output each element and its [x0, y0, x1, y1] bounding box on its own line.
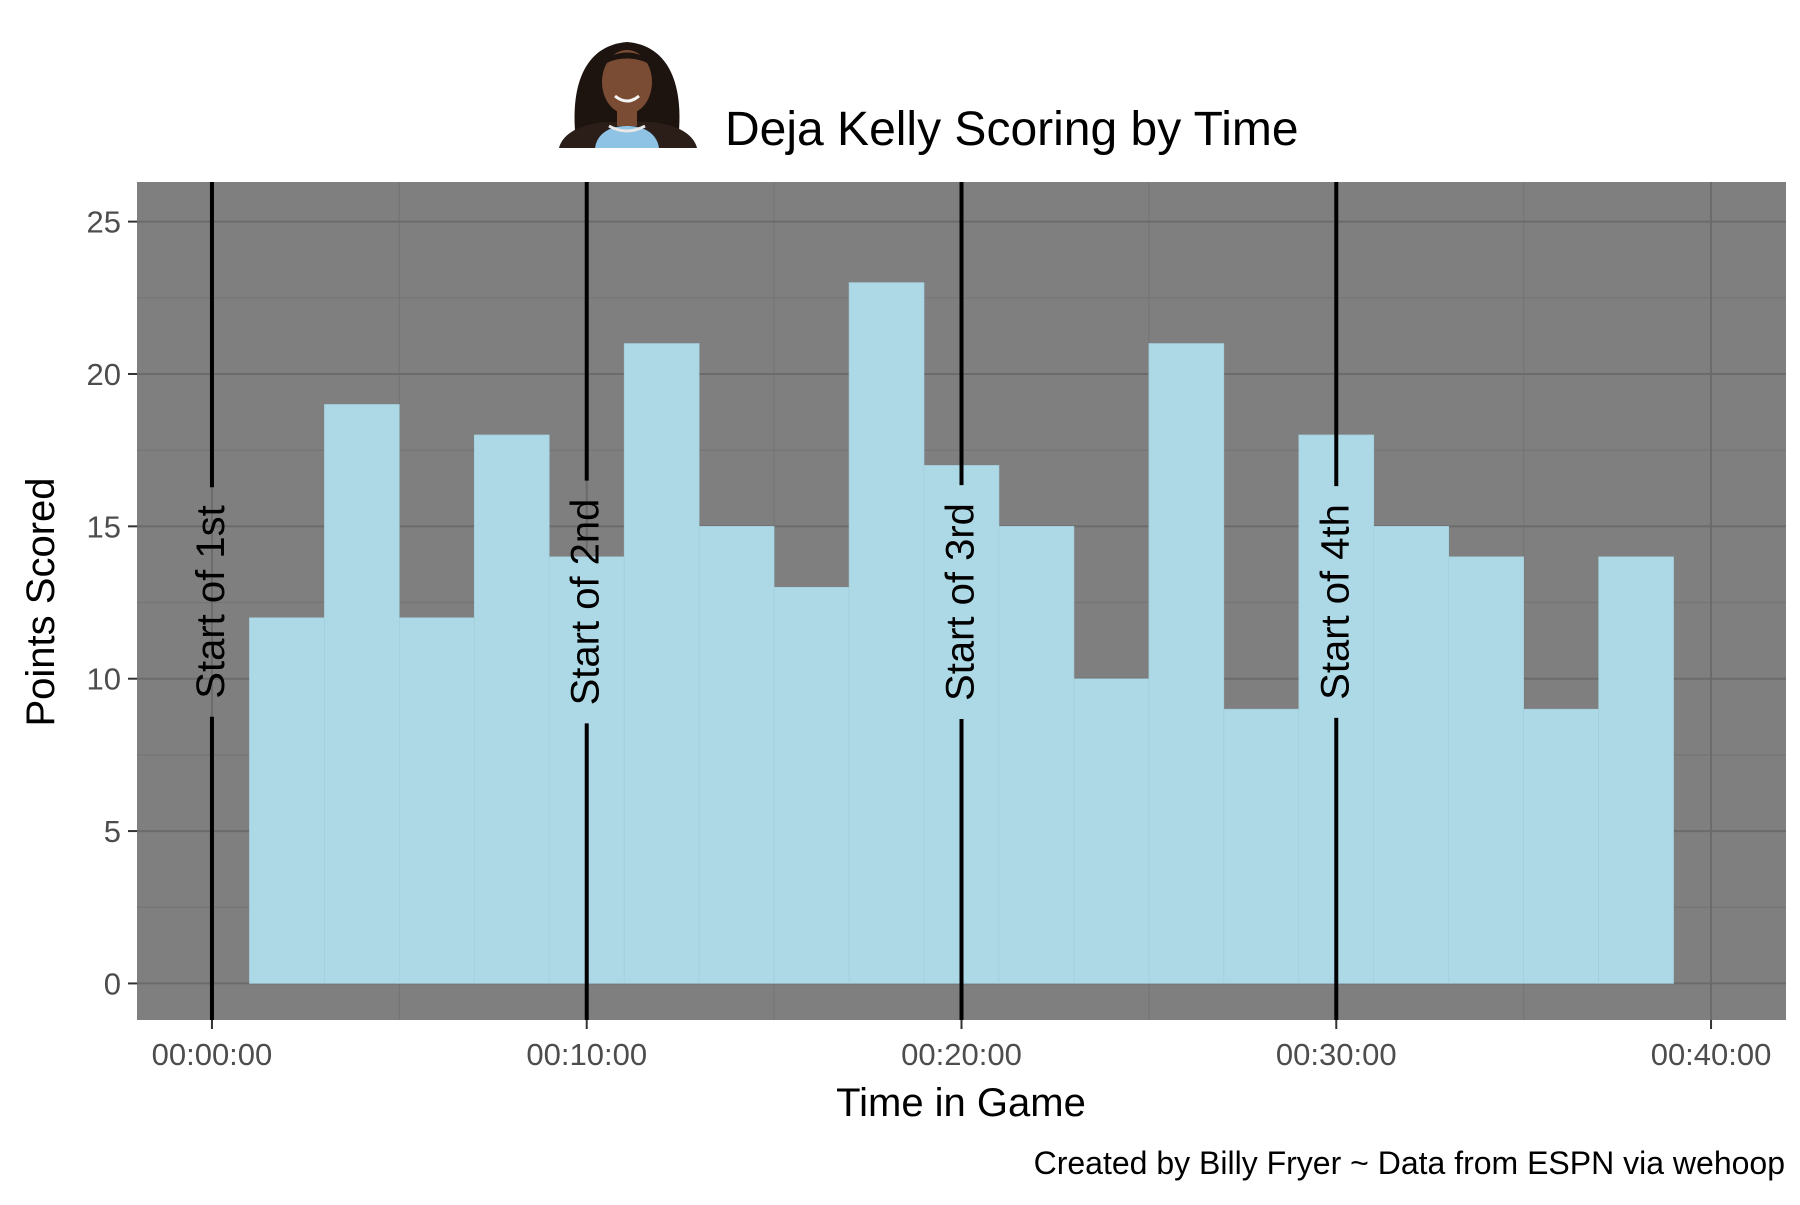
x-tick-label: 00:20:00 [901, 1037, 1022, 1072]
histogram-bar [623, 343, 700, 984]
x-tick-label: 00:40:00 [1651, 1037, 1772, 1072]
chart-caption: Created by Billy Fryer ~ Data from ESPN … [1034, 1145, 1785, 1181]
histogram-bars [249, 282, 1674, 984]
histogram-bar [1598, 556, 1674, 984]
y-axis: 0 5 10 15 20 25 [87, 205, 137, 1001]
histogram-bar [473, 434, 550, 984]
quarter-marker: Start of 3rd [939, 182, 983, 1020]
histogram-bar [1223, 708, 1300, 984]
histogram-bar [1448, 556, 1524, 984]
histogram-bar [998, 526, 1075, 984]
chart-title: Deja Kelly Scoring by Time [725, 103, 1299, 156]
histogram-bar [773, 586, 850, 984]
y-tick-label: 25 [87, 205, 121, 240]
histogram-bar [1523, 708, 1599, 984]
quarter-marker: Start of 4th [1313, 182, 1357, 1020]
y-axis-label: Points Scored [19, 477, 63, 726]
quarter-marker-label: Start of 4th [1313, 504, 1357, 700]
quarter-marker: Start of 1st [189, 182, 233, 1020]
y-tick-label: 5 [104, 814, 121, 849]
histogram-bar [1148, 343, 1225, 984]
x-axis-label: Time in Game [836, 1081, 1086, 1125]
histogram-bar [249, 617, 325, 984]
quarter-marker-label: Start of 1st [189, 505, 233, 698]
y-tick-label: 15 [87, 509, 121, 544]
histogram-bar [1073, 678, 1150, 984]
histogram-bar [1373, 526, 1450, 984]
x-tick-label: 00:00:00 [152, 1037, 273, 1072]
y-tick-label: 20 [87, 357, 121, 392]
histogram-bar [698, 526, 775, 984]
quarter-marker-label: Start of 2nd [564, 499, 608, 706]
quarter-marker: Start of 2nd [564, 182, 608, 1020]
quarter-marker-label: Start of 3rd [939, 503, 983, 701]
x-tick-label: 00:30:00 [1276, 1037, 1397, 1072]
quarter-markers: Start of 1st Start of 2nd Start of 3rd Star… [189, 182, 1357, 1020]
histogram-bar [848, 282, 925, 984]
x-axis: 00:00:00 00:10:00 00:20:00 00:30:00 00:40:00 [152, 1020, 1772, 1072]
player-headshot-image [559, 42, 697, 148]
y-tick-label: 10 [87, 662, 121, 697]
y-tick-label: 0 [104, 966, 121, 1001]
x-tick-label: 00:10:00 [526, 1037, 647, 1072]
histogram-bar [324, 404, 400, 984]
histogram-bar [399, 617, 475, 984]
